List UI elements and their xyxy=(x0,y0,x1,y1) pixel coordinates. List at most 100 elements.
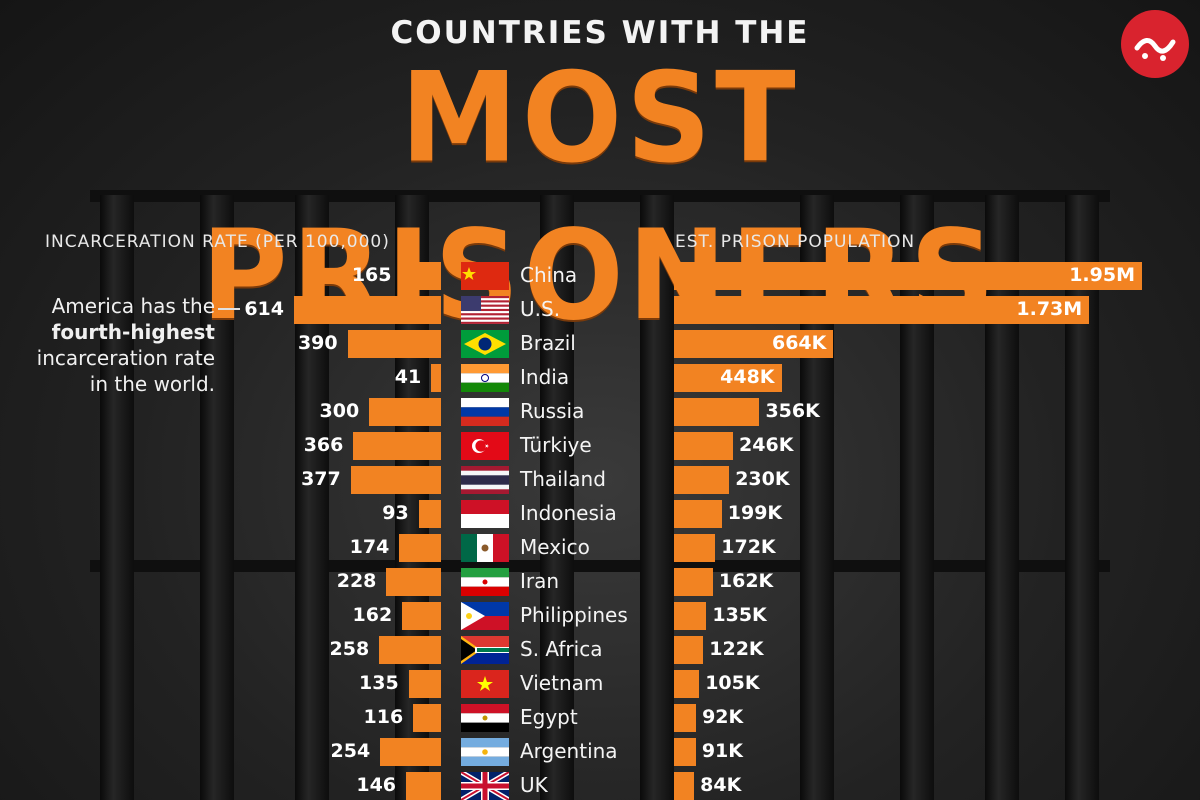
annotation-line-3: incarceration rate xyxy=(36,346,215,370)
rate-bar xyxy=(402,602,441,630)
rate-bar xyxy=(406,772,441,800)
country-label: Russia xyxy=(520,399,585,423)
population-label: 91K xyxy=(701,740,743,762)
country-label: Egypt xyxy=(520,705,578,729)
population-bar xyxy=(674,296,1090,324)
rate-label: 162 xyxy=(352,604,393,626)
population-label: 448K xyxy=(720,366,775,388)
jail-bar xyxy=(1065,195,1099,800)
population-label: 122K xyxy=(709,638,764,660)
rate-label: 614 xyxy=(244,298,284,320)
population-bar xyxy=(674,262,1142,290)
rate-bar xyxy=(408,670,441,698)
population-bar xyxy=(674,398,760,426)
kicker-title: COUNTRIES WITH THE xyxy=(390,15,810,51)
left-chart-title: INCARCERATION RATE (PER 100,000) xyxy=(45,232,390,252)
annotation-line-1: America has the xyxy=(51,294,215,318)
jail-crossbar xyxy=(90,560,1110,572)
country-label: China xyxy=(520,263,578,287)
country-label: UK xyxy=(520,773,548,797)
rate-bar xyxy=(353,432,441,460)
right-chart-title: EST. PRISON POPULATION xyxy=(675,232,916,252)
rate-label: 254 xyxy=(330,740,371,762)
annotation-bold: fourth-highest xyxy=(51,320,215,344)
country-label: Indonesia xyxy=(520,501,617,525)
population-label: 230K xyxy=(735,468,790,490)
jail-bar xyxy=(395,195,429,800)
jail-bar xyxy=(640,195,674,800)
jail-bar xyxy=(100,195,134,800)
argentina-flag-icon xyxy=(461,738,509,766)
jail-bar xyxy=(985,195,1019,800)
jail-crossbar xyxy=(90,190,1110,202)
population-bar xyxy=(674,330,834,358)
rate-label: 228 xyxy=(336,570,377,592)
rate-label: 116 xyxy=(363,706,404,728)
india-flag-icon xyxy=(461,364,509,392)
rate-bar xyxy=(413,704,441,732)
turkiye-flag-icon xyxy=(461,432,509,460)
population-bar xyxy=(674,602,707,630)
population-label: 664K xyxy=(771,332,827,354)
country-label: Thailand xyxy=(520,467,606,491)
country-label: S. Africa xyxy=(520,637,603,661)
rate-bar xyxy=(379,636,441,664)
population-label: 199K xyxy=(727,502,783,524)
us-annotation: America has the fourth-highest incarcera… xyxy=(10,293,215,397)
rate-bar xyxy=(401,262,441,290)
jail-bar xyxy=(900,195,934,800)
country-label: Philippines xyxy=(520,603,628,627)
population-label: 1.95M xyxy=(1069,264,1135,286)
thailand-flag-icon xyxy=(461,466,509,494)
russia-flag-icon xyxy=(461,398,509,426)
population-label: 172K xyxy=(721,536,776,558)
annotation-connector xyxy=(218,308,240,310)
population-bar xyxy=(674,636,704,664)
china-flag-icon xyxy=(461,262,509,290)
vietnam-flag-icon xyxy=(461,670,509,698)
jail-bar xyxy=(800,195,834,800)
population-label: 92K xyxy=(702,706,744,728)
rate-label: 165 xyxy=(351,264,392,286)
rate-bar xyxy=(347,330,441,358)
rate-label: 41 xyxy=(394,366,422,388)
population-label: 105K xyxy=(705,672,760,694)
population-bar xyxy=(674,772,695,800)
population-label: 135K xyxy=(712,604,767,626)
indonesia-flag-icon xyxy=(461,500,509,528)
population-label: 246K xyxy=(739,434,794,456)
country-label: Vietnam xyxy=(520,671,604,695)
iran-flag-icon xyxy=(461,568,509,596)
population-label: 84K xyxy=(700,774,742,796)
population-bar xyxy=(674,568,713,596)
rate-bar xyxy=(380,738,441,766)
population-label: 356K xyxy=(765,400,820,422)
population-label: 1.73M xyxy=(1016,298,1083,320)
population-bar xyxy=(674,500,722,528)
population-label: 162K xyxy=(718,570,774,592)
annotation-line-4: in the world. xyxy=(89,372,215,396)
population-bar xyxy=(674,738,696,766)
philippines-flag-icon xyxy=(461,602,509,630)
rate-bar xyxy=(350,466,441,494)
population-bar xyxy=(674,670,700,698)
rate-bar xyxy=(386,568,441,596)
jail-bar xyxy=(200,195,234,800)
rate-bar xyxy=(294,296,441,324)
country-label: Argentina xyxy=(520,739,618,763)
country-label: Mexico xyxy=(520,535,590,559)
population-bar xyxy=(674,534,716,562)
rate-bar xyxy=(418,500,441,528)
us-flag-icon xyxy=(461,296,509,324)
country-label: Türkiye xyxy=(520,433,592,457)
brand-logo-icon xyxy=(1121,10,1189,78)
rate-label: 377 xyxy=(301,468,341,490)
south-africa-flag-icon xyxy=(461,636,509,664)
rate-label: 258 xyxy=(329,638,370,660)
rate-label: 93 xyxy=(382,502,409,524)
country-label: India xyxy=(520,365,570,389)
rate-label: 174 xyxy=(349,536,390,558)
egypt-flag-icon xyxy=(461,704,509,732)
rate-label: 135 xyxy=(359,672,399,694)
